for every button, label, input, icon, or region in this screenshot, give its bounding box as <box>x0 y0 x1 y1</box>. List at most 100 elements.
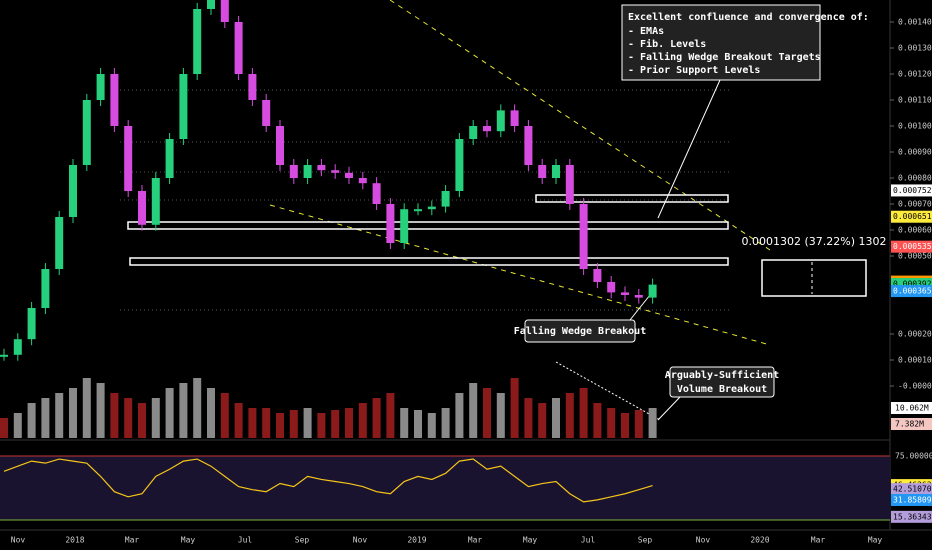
volume-bar <box>110 393 119 438</box>
volume-bar <box>124 398 133 438</box>
wedge-lines <box>269 0 771 346</box>
candle <box>151 178 160 225</box>
target-label: 0.0001302 (37.22%) 1302 <box>742 235 887 248</box>
candle <box>165 139 174 178</box>
volume-bar <box>13 413 22 438</box>
volume-bar <box>483 388 491 438</box>
candle <box>96 74 105 100</box>
volume-bar <box>634 410 643 438</box>
volume-bar <box>552 398 560 438</box>
candle <box>414 209 422 212</box>
candle <box>358 178 367 184</box>
candle <box>220 0 229 22</box>
volume-bar <box>621 413 629 438</box>
annotation-line: Arguably-Sufficient <box>665 369 779 381</box>
candle <box>317 165 326 171</box>
candle <box>0 354 8 357</box>
time-tick-label: May <box>523 536 538 545</box>
volume-bar <box>96 383 105 438</box>
price-tick-label: 0.0010000 <box>898 122 932 131</box>
volume-bar <box>289 410 298 438</box>
candle <box>331 170 340 173</box>
price-badge <box>891 210 932 223</box>
candle <box>579 204 588 269</box>
price-badge <box>891 184 932 197</box>
candle <box>552 165 560 178</box>
volume-bar <box>165 388 174 438</box>
annotation-line: Excellent confluence and convergence of: <box>628 12 869 23</box>
time-tick-label: Nov <box>11 536 26 545</box>
volume-bar <box>607 408 616 438</box>
volume-bar <box>648 408 657 438</box>
volume-bar <box>427 413 436 438</box>
time-tick-label: 2018 <box>65 536 84 545</box>
price-tick-label: 0.0002000 <box>898 330 932 339</box>
volume-bar <box>262 408 271 438</box>
candle <box>593 269 602 282</box>
support-boxes <box>127 194 867 297</box>
volume-bar <box>565 393 574 438</box>
volume-bar <box>138 403 146 438</box>
price-tick-label: 0.0005000 <box>898 252 932 261</box>
candle <box>427 206 436 210</box>
candle <box>82 100 91 165</box>
candle <box>138 191 146 225</box>
volume-badge <box>891 402 932 414</box>
time-tick-label: Nov <box>353 536 368 545</box>
volume-bar <box>303 408 312 438</box>
candle <box>41 269 50 308</box>
price-tick-label: 0.0012000 <box>898 70 932 79</box>
time-tick-label: May <box>181 536 196 545</box>
annotation-line: - Falling Wedge Breakout Targets <box>628 51 821 63</box>
candle <box>234 22 243 74</box>
rsi-badge-label: 31.8580970 <box>893 496 932 505</box>
rsi-band <box>0 456 890 520</box>
candle <box>110 74 119 126</box>
annotation-line: - Fib. Levels <box>628 38 706 50</box>
candle <box>621 292 629 295</box>
price-badge-label: 0.0005359 <box>893 242 932 251</box>
rsi-badge <box>891 494 932 507</box>
time-tick-label: May <box>868 536 883 545</box>
volume-bar <box>524 398 533 438</box>
time-tick-label: 2019 <box>407 536 426 545</box>
price-tick-label: 0.0014000 <box>898 18 932 27</box>
price-tick-label: 0.0001000 <box>898 356 932 365</box>
volume-bar <box>317 413 326 438</box>
rsi-tick-label: 75.0000000 <box>895 452 932 461</box>
candle <box>372 183 381 204</box>
volume-bar <box>331 410 340 438</box>
price-badge <box>891 240 932 253</box>
rsi-badge-label: 15.3634388 <box>893 512 932 521</box>
candle <box>496 110 505 132</box>
candle <box>289 165 298 178</box>
annotation-line: Volume Breakout <box>677 384 767 395</box>
candle <box>648 284 657 298</box>
volume-bar <box>414 410 422 438</box>
callout <box>657 79 721 219</box>
time-tick-label: Mar <box>125 536 140 545</box>
volume-bar <box>82 378 91 438</box>
price-tick-label: -0.0000000 <box>898 382 932 391</box>
volume-bar <box>469 383 478 438</box>
time-tick-label: Sep <box>638 536 653 545</box>
candle <box>27 308 36 340</box>
candle <box>538 165 547 178</box>
price-badge-label: 0.0006511 <box>893 212 932 221</box>
volume-bar <box>0 418 8 438</box>
volume-bar <box>345 408 353 438</box>
volume-bar <box>220 393 229 438</box>
volume-bar <box>441 408 450 438</box>
volume-bar <box>400 408 409 438</box>
annotation-box <box>669 366 775 398</box>
time-tick-label: 2020 <box>750 536 769 545</box>
rsi-line <box>3 458 653 503</box>
candle <box>441 191 450 207</box>
volume-bar <box>234 403 243 438</box>
volume-bar <box>55 393 64 438</box>
volume-bar <box>207 388 215 438</box>
candle <box>179 74 188 139</box>
candle <box>607 282 616 293</box>
volume-bar <box>248 408 257 438</box>
time-tick-label: Nov <box>696 536 711 545</box>
